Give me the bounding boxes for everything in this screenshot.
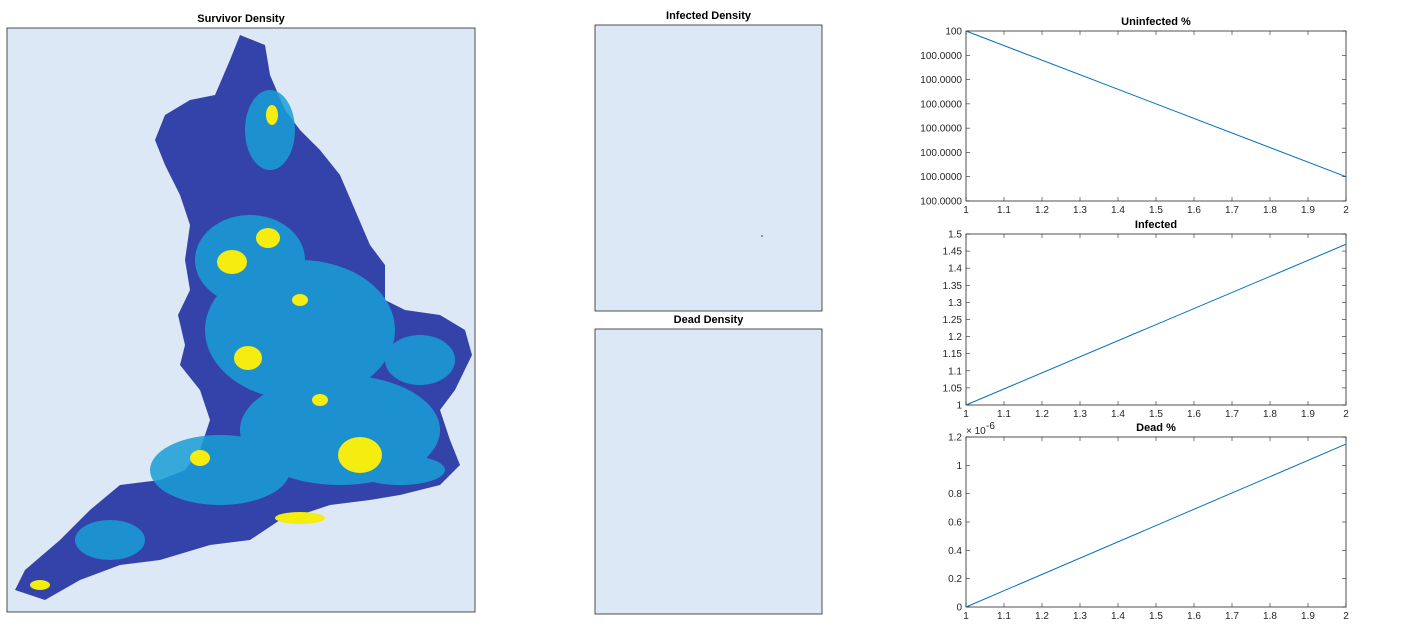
axes bbox=[965, 30, 1347, 202]
chart-title: Infected bbox=[1135, 219, 1177, 231]
axes bbox=[594, 24, 823, 312]
y-tick-label: 100.0000 bbox=[920, 124, 962, 135]
x-tick-label: 2 bbox=[1343, 409, 1349, 420]
x-tick-label: 1.8 bbox=[1263, 205, 1277, 216]
y-tick-label: 1.25 bbox=[943, 315, 963, 326]
axes bbox=[594, 328, 823, 615]
y-tick-label: 0.2 bbox=[948, 574, 962, 585]
x-tick-label: 1.6 bbox=[1187, 611, 1201, 622]
y-tick-label: 1.3 bbox=[948, 298, 962, 309]
chart-title: Uninfected % bbox=[1121, 16, 1191, 28]
x-tick-label: 1.8 bbox=[1263, 409, 1277, 420]
x-tick-label: 1 bbox=[963, 611, 969, 622]
x-tick-label: 1.7 bbox=[1225, 611, 1239, 622]
y-tick-label: 1 bbox=[956, 461, 962, 472]
x-tick-label: 1.2 bbox=[1035, 409, 1049, 420]
x-tick-label: 1.4 bbox=[1111, 409, 1125, 420]
y-tick-label: 1.5 bbox=[948, 230, 962, 241]
y-tick-label: 1.45 bbox=[943, 247, 963, 258]
x-tick-label: 1.2 bbox=[1035, 611, 1049, 622]
y-tick-label: 100.0000 bbox=[920, 99, 962, 110]
y-tick-label: 0 bbox=[956, 603, 962, 614]
chart-title: Infected Density bbox=[666, 10, 752, 22]
y-tick-label: 100.0000 bbox=[920, 75, 962, 86]
x-tick-label: 1 bbox=[963, 205, 969, 216]
x-tick-label: 1.5 bbox=[1149, 611, 1163, 622]
line bbox=[965, 30, 1347, 178]
x-tick-label: 1.3 bbox=[1073, 611, 1087, 622]
y-tick-label: 100.0000 bbox=[920, 197, 962, 208]
map-high-density bbox=[30, 105, 382, 590]
x-tick-label: 1.1 bbox=[997, 409, 1011, 420]
line bbox=[965, 443, 1347, 608]
x-tick-label: 1.6 bbox=[1187, 409, 1201, 420]
y-tick-label: 1.4 bbox=[948, 264, 962, 275]
y-tick-label: 0.8 bbox=[948, 489, 962, 500]
x-tick-label: 1 bbox=[963, 409, 969, 420]
y-tick-label: 1.35 bbox=[943, 281, 963, 292]
x-tick-label: 1.3 bbox=[1073, 409, 1087, 420]
x-tick-label: 2 bbox=[1343, 611, 1349, 622]
line bbox=[965, 243, 1347, 406]
x-tick-label: 1.7 bbox=[1225, 409, 1239, 420]
x-tick-label: 1.2 bbox=[1035, 205, 1049, 216]
infected-dot bbox=[761, 235, 763, 237]
chart-title: Dead % bbox=[1136, 422, 1176, 434]
y-tick-label: 0.4 bbox=[948, 546, 962, 557]
y-tick-label: 1.2 bbox=[948, 332, 962, 343]
y-tick-label: 100 bbox=[945, 27, 962, 38]
x-tick-label: 1.8 bbox=[1263, 611, 1277, 622]
x-tick-label: 1.9 bbox=[1301, 409, 1315, 420]
x-tick-label: 1.1 bbox=[997, 205, 1011, 216]
x-tick-label: 1.9 bbox=[1301, 611, 1315, 622]
y-exponent-power: -6 bbox=[986, 421, 995, 432]
x-tick-label: 1.4 bbox=[1111, 611, 1125, 622]
axes bbox=[965, 233, 1347, 406]
x-tick-label: 1.4 bbox=[1111, 205, 1125, 216]
chart-title: Dead Density bbox=[674, 314, 745, 326]
chart-title: Survivor Density bbox=[197, 13, 285, 25]
england-map bbox=[6, 27, 476, 613]
y-tick-label: 100.0000 bbox=[920, 148, 962, 159]
y-exponent-base: × 10 bbox=[966, 426, 986, 437]
y-tick-label: 100.0000 bbox=[920, 172, 962, 183]
x-tick-label: 1.5 bbox=[1149, 205, 1163, 216]
axes bbox=[965, 436, 1347, 608]
y-tick-label: 1.1 bbox=[948, 366, 962, 377]
x-tick-label: 2 bbox=[1343, 205, 1349, 216]
x-tick-label: 1.3 bbox=[1073, 205, 1087, 216]
y-tick-label: 0.6 bbox=[948, 518, 962, 529]
y-tick-label: 1 bbox=[956, 401, 962, 412]
x-tick-label: 1.5 bbox=[1149, 409, 1163, 420]
y-tick-label: 1.2 bbox=[948, 433, 962, 444]
x-tick-label: 1.6 bbox=[1187, 205, 1201, 216]
x-tick-label: 1.7 bbox=[1225, 205, 1239, 216]
y-tick-label: 1.15 bbox=[943, 349, 963, 360]
x-tick-label: 1.1 bbox=[997, 611, 1011, 622]
y-tick-label: 100.0000 bbox=[920, 51, 962, 62]
y-tick-label: 1.05 bbox=[943, 383, 963, 394]
x-tick-label: 1.9 bbox=[1301, 205, 1315, 216]
